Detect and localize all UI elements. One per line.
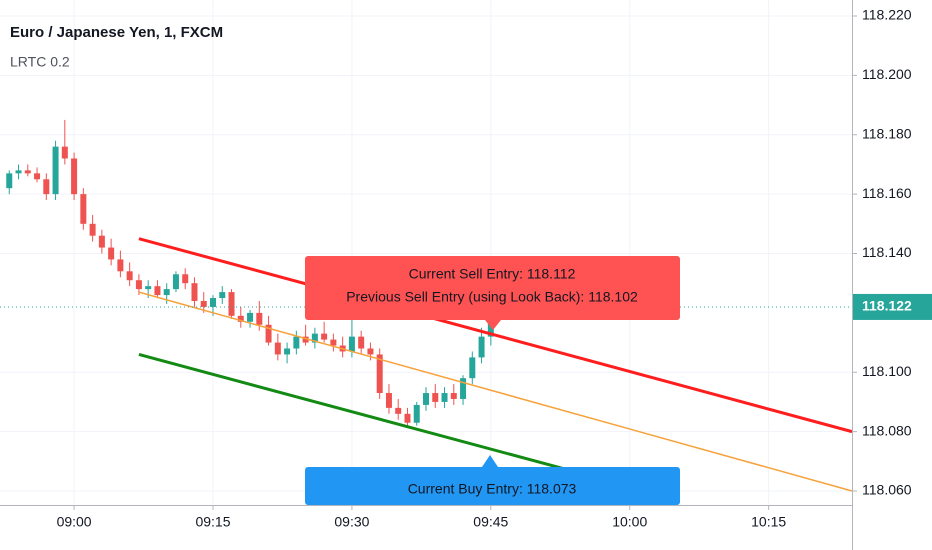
candle-body <box>61 146 68 159</box>
candle-body <box>43 179 50 195</box>
candle-body <box>441 393 448 402</box>
x-tick-label: 10:15 <box>751 514 786 530</box>
candle-body <box>52 146 59 195</box>
candle-body <box>117 259 124 272</box>
candle-body <box>348 336 355 352</box>
candle-body <box>265 324 272 343</box>
indicator-label: LRTC 0.2 <box>10 54 70 70</box>
candle-body <box>237 315 244 322</box>
candle-body <box>321 333 328 340</box>
candle-body <box>247 312 254 322</box>
candle-body <box>293 336 300 349</box>
candle-body <box>478 336 485 358</box>
candle-body <box>108 247 115 260</box>
candle-body <box>376 354 383 394</box>
candle-body <box>80 194 87 224</box>
candle-body <box>256 312 263 325</box>
candle-body <box>311 333 318 343</box>
channel-line <box>138 291 853 492</box>
y-tick-label: 118.140 <box>862 244 912 260</box>
candle-body <box>135 280 142 290</box>
candle-body <box>200 301 207 307</box>
candle-body <box>413 404 420 423</box>
buy-entry-label: Current Buy Entry: 118.073 <box>408 481 577 497</box>
y-tick-label: 118.160 <box>862 185 912 201</box>
candle-body <box>71 158 78 195</box>
candle-body <box>145 286 152 290</box>
candle-body <box>460 378 467 399</box>
candle-body <box>24 170 31 174</box>
candle-body <box>423 393 429 405</box>
sell-label-box <box>305 256 680 320</box>
candle-body <box>358 336 365 349</box>
sell-label-pointer <box>485 320 501 330</box>
candle-body <box>219 292 226 299</box>
candle-body <box>395 407 402 414</box>
candle-body <box>34 173 41 180</box>
prev-sell-entry-label: Previous Sell Entry (using Look Back): 1… <box>346 289 638 305</box>
candle-body <box>385 393 392 408</box>
y-tick-label: 118.180 <box>862 125 912 141</box>
plot-area <box>0 0 853 505</box>
candle-body <box>126 271 133 281</box>
candle-body <box>404 413 411 423</box>
candle-body <box>367 348 374 355</box>
x-tick-label: 09:45 <box>473 514 508 530</box>
y-tick-label: 118.080 <box>862 422 912 438</box>
last-price-badge <box>853 293 932 320</box>
symbol-title: Euro / Japanese Yen, 1, FXCM <box>10 24 223 41</box>
channel-line <box>138 237 853 434</box>
candle-body <box>469 357 476 379</box>
x-tick-label: 09:00 <box>57 514 92 530</box>
candle-body <box>163 289 170 296</box>
candle-body <box>98 235 105 248</box>
candle-body <box>228 292 235 316</box>
y-tick-label: 118.100 <box>862 363 912 379</box>
candle-body <box>172 274 179 290</box>
buy-label-pointer <box>482 455 498 467</box>
candle-body <box>330 339 337 346</box>
x-tick-label: 09:15 <box>195 514 230 530</box>
candle-body <box>302 336 309 343</box>
candle-body <box>210 298 216 307</box>
candle-body <box>274 342 281 355</box>
buy-label-box <box>305 467 680 505</box>
candle-body <box>6 173 13 189</box>
sell-entry-label: Current Sell Entry: 118.112 <box>409 266 576 282</box>
y-tick-label: 118.220 <box>862 7 912 23</box>
candle-body <box>89 223 96 236</box>
candle-body <box>432 393 439 402</box>
y-tick-label: 118.200 <box>862 66 912 82</box>
x-tick-label: 10:00 <box>612 514 647 530</box>
candle-body <box>284 348 291 355</box>
last-price-label: 118.122 <box>862 298 912 314</box>
candle-body <box>450 393 457 399</box>
candle-body <box>191 283 198 301</box>
candle-body <box>154 286 161 296</box>
candle-body <box>15 170 22 174</box>
candle-body <box>182 274 189 284</box>
x-tick-label: 09:30 <box>334 514 369 530</box>
y-tick-label: 118.060 <box>862 482 912 498</box>
